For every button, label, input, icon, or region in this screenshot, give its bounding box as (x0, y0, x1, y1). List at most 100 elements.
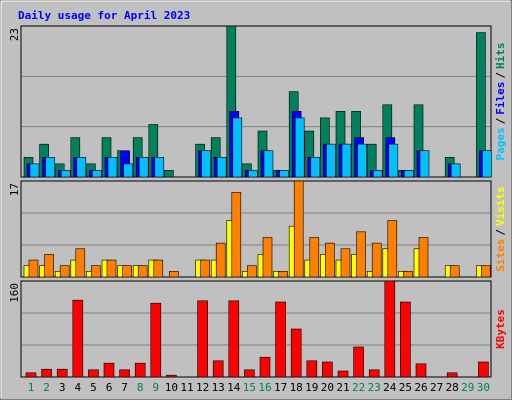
bar (353, 346, 364, 378)
legend-entry: Pages (494, 127, 507, 160)
legend-entry: Sites (494, 239, 507, 272)
x-tick-label: 8 (137, 381, 144, 394)
x-tick-label: 28 (446, 381, 459, 394)
bar (197, 300, 208, 378)
x-tick-label: 7 (121, 381, 128, 394)
bar (341, 143, 352, 178)
bar (244, 369, 255, 378)
bar (228, 300, 240, 378)
x-tick-label: 14 (227, 381, 241, 394)
bar (419, 150, 430, 178)
bar (29, 163, 40, 178)
bar (322, 361, 333, 378)
x-tick-label: 17 (274, 381, 287, 394)
x-tick-label: 19 (305, 381, 318, 394)
x-tick-label: 16 (258, 381, 271, 394)
bar (123, 163, 133, 178)
bar (481, 265, 491, 278)
bar (106, 259, 117, 278)
bar (25, 372, 37, 378)
bar (137, 265, 148, 278)
bar (107, 157, 118, 178)
bar (103, 362, 115, 378)
x-tick-label: 22 (352, 381, 365, 394)
y-max-label: 160 (8, 283, 21, 303)
bar (248, 170, 258, 178)
bar (150, 302, 162, 378)
bar (293, 180, 304, 278)
bar (450, 163, 461, 178)
bar (279, 170, 289, 178)
x-tick-label: 21 (336, 381, 349, 394)
bar (275, 301, 286, 378)
x-tick-label: 26 (414, 381, 427, 394)
bar (28, 259, 39, 278)
bar (215, 242, 226, 278)
bar (449, 265, 460, 278)
bar (154, 157, 165, 178)
bar (325, 242, 335, 278)
bar (75, 248, 86, 278)
bar (60, 170, 71, 178)
legend-entry: KBytes (494, 309, 507, 349)
y-max-label: 17 (8, 183, 21, 196)
bar (400, 301, 411, 378)
bar (262, 237, 273, 278)
legend: Pages / Files / Hits (494, 43, 507, 161)
bar (169, 271, 179, 278)
x-tick-label: 25 (399, 381, 412, 394)
bar (200, 259, 210, 278)
x-tick-label: 2 (43, 381, 50, 394)
bar (232, 117, 243, 178)
bar (134, 362, 146, 378)
bar (216, 157, 227, 178)
bar (478, 361, 489, 378)
bar (371, 242, 382, 278)
x-tick-label: 20 (321, 381, 334, 394)
bar (247, 265, 257, 278)
x-tick-label: 4 (74, 381, 81, 394)
x-tick-label: 11 (180, 381, 193, 394)
bar (201, 150, 211, 178)
bar (340, 248, 351, 278)
x-tick-label: 30 (477, 381, 490, 394)
bar (153, 259, 164, 278)
x-tick-label: 24 (383, 381, 397, 394)
bar (309, 237, 320, 278)
legend-separator: / (494, 229, 507, 236)
bar (290, 328, 302, 378)
bar (326, 143, 336, 178)
legend-entry: Hits (494, 43, 507, 70)
bar (119, 369, 130, 378)
x-tick-label: 27 (430, 381, 443, 394)
legend-separator: / (494, 72, 507, 79)
bar (357, 143, 367, 178)
x-tick-label: 6 (106, 381, 113, 394)
x-tick-label: 3 (59, 381, 66, 394)
bar (92, 170, 102, 178)
bar (72, 299, 84, 378)
panel (20, 25, 492, 178)
y-max-label: 23 (8, 28, 21, 41)
bar (122, 265, 132, 278)
bar (388, 143, 399, 178)
bar (337, 370, 349, 378)
bar (263, 150, 274, 178)
bar (45, 157, 55, 178)
bar (403, 271, 413, 278)
x-tick-label: 10 (165, 381, 178, 394)
bar (415, 363, 427, 378)
x-tick-label: 5 (90, 381, 97, 394)
bar (418, 237, 429, 278)
panel (20, 280, 492, 378)
chart-title: Daily usage for April 2023 (18, 9, 190, 22)
bar (356, 231, 366, 278)
bar (310, 157, 321, 178)
legend: Sites / Visits (494, 186, 507, 272)
bar (387, 220, 398, 278)
bar (384, 280, 396, 378)
bar (231, 191, 242, 278)
bar (259, 356, 271, 378)
bar (91, 265, 101, 278)
